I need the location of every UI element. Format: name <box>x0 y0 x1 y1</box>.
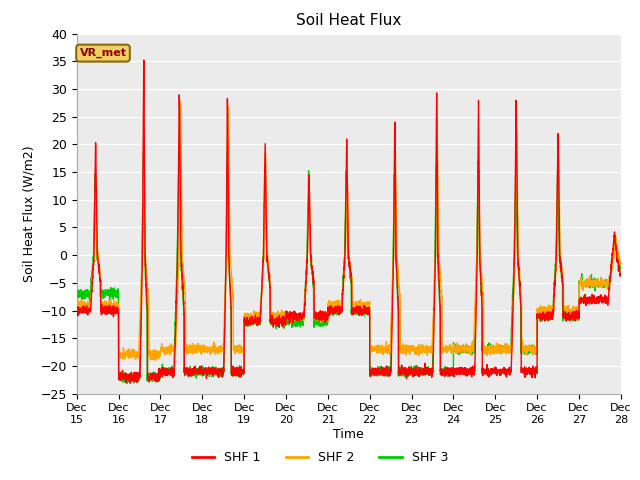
SHF 3 <box>583 280 591 286</box>
Title: Soil Heat Flux: Soil Heat Flux <box>296 13 401 28</box>
Text: VR_met: VR_met <box>79 48 127 58</box>
SHF 3 <box>246 323 253 329</box>
Line: SHF 2: SHF 2 <box>77 101 621 360</box>
SHF 2 <box>583 282 591 288</box>
SHF 2 <box>200 347 207 353</box>
SHF 1 <box>73 304 81 310</box>
Y-axis label: Soil Heat Flux (W/m2): Soil Heat Flux (W/m2) <box>22 145 35 282</box>
SHF 2 <box>246 314 253 320</box>
SHF 2 <box>236 346 244 352</box>
SHF 1 <box>333 307 341 312</box>
SHF 1 <box>209 372 216 378</box>
SHF 2 <box>209 348 216 354</box>
SHF 2 <box>73 303 81 309</box>
Line: SHF 1: SHF 1 <box>77 60 621 383</box>
SHF 1 <box>236 367 244 372</box>
Legend: SHF 1, SHF 2, SHF 3: SHF 1, SHF 2, SHF 3 <box>187 446 453 469</box>
SHF 2 <box>333 300 341 306</box>
SHF 1 <box>246 314 253 320</box>
SHF 3 <box>209 364 216 370</box>
SHF 3 <box>333 309 341 314</box>
SHF 3 <box>73 287 81 293</box>
Line: SHF 3: SHF 3 <box>77 151 621 384</box>
SHF 3 <box>236 370 244 375</box>
X-axis label: Time: Time <box>333 428 364 441</box>
SHF 1 <box>583 295 591 300</box>
SHF 3 <box>200 371 207 376</box>
SHF 1 <box>200 365 207 371</box>
